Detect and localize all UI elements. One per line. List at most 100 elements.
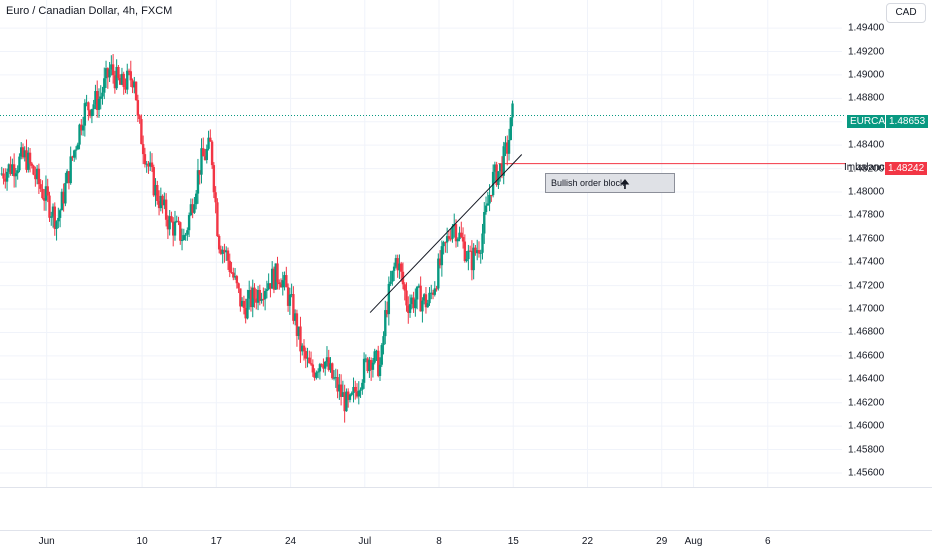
candle-up	[205, 148, 208, 161]
y-tick-label: 1.45800	[848, 444, 885, 456]
candle-up	[483, 212, 486, 234]
candle-down	[470, 250, 474, 271]
candle-up	[159, 195, 163, 209]
candle-up	[430, 292, 433, 294]
candle-down	[405, 290, 408, 306]
candle-up	[283, 275, 286, 281]
candle-up	[92, 104, 95, 110]
candle-up	[486, 203, 490, 206]
candle-up	[324, 361, 327, 369]
candle-up	[154, 185, 157, 196]
candle-down	[424, 294, 428, 308]
candle-up	[398, 263, 401, 271]
candle-down	[25, 150, 28, 170]
y-tick-label: 1.47200	[848, 280, 885, 292]
candle-up	[225, 250, 228, 253]
candle-up	[76, 144, 79, 150]
candle-up	[408, 304, 412, 313]
candle-up	[361, 382, 364, 390]
candle-down	[42, 197, 46, 201]
candle-up	[5, 171, 9, 182]
x-tick-label: 8	[436, 536, 442, 547]
candle-up	[497, 171, 500, 185]
candle-up	[458, 232, 461, 240]
candle-up	[18, 156, 21, 171]
candle-up	[498, 164, 502, 172]
candle-up	[196, 170, 200, 194]
trendline[interactable]	[369, 154, 523, 313]
candle-down	[500, 164, 504, 176]
candle-up	[101, 92, 104, 97]
candle-down	[249, 290, 253, 308]
candle-up	[175, 220, 178, 222]
candle-down	[385, 310, 389, 315]
candle-down	[322, 365, 325, 369]
candle-up	[173, 221, 177, 236]
candle-down	[4, 178, 7, 182]
candle-up	[23, 150, 26, 158]
candle-down	[272, 268, 276, 290]
candle-down	[214, 192, 217, 203]
imbalance-label: Imbalance	[844, 162, 891, 173]
candle-down	[444, 242, 447, 244]
y-tick-label: 1.46200	[848, 397, 885, 409]
candle-up	[334, 377, 338, 379]
candle-up	[182, 235, 186, 241]
currency-button[interactable]: CAD	[886, 3, 926, 23]
candle-up	[509, 117, 512, 141]
candle-down	[336, 377, 339, 392]
candle-down	[490, 194, 493, 196]
time-axis-line	[0, 530, 932, 531]
candle-down	[166, 219, 170, 230]
candle-down	[202, 148, 205, 157]
x-tick-label: 24	[285, 536, 297, 547]
candle-up	[315, 372, 318, 378]
candle-down	[235, 276, 239, 284]
candle-up	[168, 216, 171, 230]
candle-up	[145, 163, 148, 165]
candle-up	[58, 210, 62, 218]
candle-up	[345, 391, 348, 412]
y-tick-label: 1.48200	[848, 163, 885, 175]
candle-down	[170, 216, 173, 222]
candle-up	[69, 156, 72, 184]
candle-up	[51, 206, 55, 217]
candle-up	[260, 298, 263, 301]
candle-up	[149, 162, 152, 167]
order-block-box[interactable]	[545, 173, 675, 193]
candle-down	[278, 282, 281, 285]
candle-up	[428, 292, 431, 304]
x-tick-label: 22	[581, 536, 594, 547]
candle-down	[140, 119, 143, 145]
y-tick-label: 1.47400	[848, 256, 885, 268]
candle-down	[396, 258, 399, 271]
candle-down	[242, 300, 246, 308]
candle-down	[118, 77, 122, 85]
candle-down	[474, 247, 477, 254]
candle-down	[477, 250, 481, 254]
candle-down	[299, 326, 302, 352]
candle-up	[479, 252, 482, 254]
candle-down	[369, 360, 373, 370]
candle-up	[387, 283, 391, 315]
candle-down	[80, 124, 83, 131]
imbalance-price-tag: 1.48242	[885, 162, 928, 175]
candle-down	[506, 142, 509, 154]
candle-down	[308, 357, 311, 364]
candle-up	[73, 150, 76, 158]
candle-up	[476, 250, 479, 254]
candle-down	[32, 165, 35, 175]
symbol-tag: EURCAD	[847, 115, 896, 128]
candle-up	[451, 226, 454, 239]
y-tick-label: 1.49200	[848, 46, 885, 57]
candle-up	[240, 300, 244, 307]
candle-down	[400, 263, 403, 272]
candle-up	[120, 73, 124, 85]
candle-up	[233, 276, 237, 278]
candle-up	[55, 221, 58, 229]
candle-up	[193, 204, 196, 213]
candle-up	[189, 204, 193, 216]
y-tick-label: 1.46000	[848, 420, 885, 432]
candle-up	[44, 186, 48, 201]
